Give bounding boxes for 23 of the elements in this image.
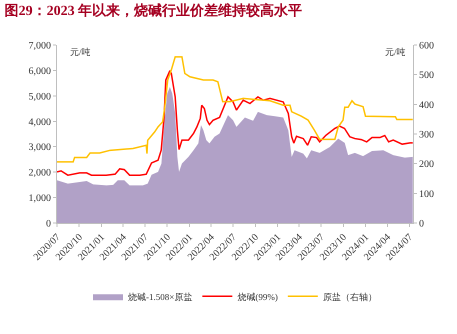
y2-tick-label: 600 (419, 40, 434, 52)
line-series (57, 70, 413, 176)
y2-tick-label: 400 (419, 100, 434, 111)
y2-tick-label: 200 (419, 159, 434, 170)
y-tick-label: 6,000 (28, 66, 51, 77)
y-tick-label: 5,000 (28, 91, 51, 102)
chart-title: 图29：2023 年以来，烧碱行业价差维持较高水平 (4, 2, 302, 19)
legend-label: 烧碱-1.508×原盐 (128, 292, 192, 302)
y-tick-label: 4,000 (28, 116, 51, 128)
y-tick-label: 7,000 (28, 40, 51, 52)
y2-tick-label: 500 (419, 70, 434, 82)
legend-label: 原盐（右轴） (322, 292, 377, 302)
y2-tick-label: 100 (419, 188, 434, 200)
y2-axis-title: 元/吨 (385, 47, 406, 57)
y-tick-label: 3,000 (28, 142, 51, 154)
y2-tick-label: 300 (419, 130, 434, 140)
legend-label: 烧碱(99%) (237, 292, 278, 302)
y2-tick-label: 0 (419, 218, 424, 230)
y-tick-label: 0 (46, 218, 51, 230)
line-series (57, 56, 413, 163)
y-tick-label: 1,000 (28, 193, 51, 204)
y-axis-title: 元/吨 (70, 47, 91, 57)
y-tick-label: 2,000 (28, 168, 51, 179)
